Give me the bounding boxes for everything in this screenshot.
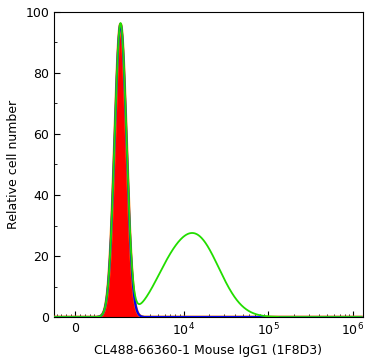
- Y-axis label: Relative cell number: Relative cell number: [7, 100, 20, 229]
- X-axis label: CL488-66360-1 Mouse IgG1 (1F8D3): CL488-66360-1 Mouse IgG1 (1F8D3): [94, 344, 323, 357]
